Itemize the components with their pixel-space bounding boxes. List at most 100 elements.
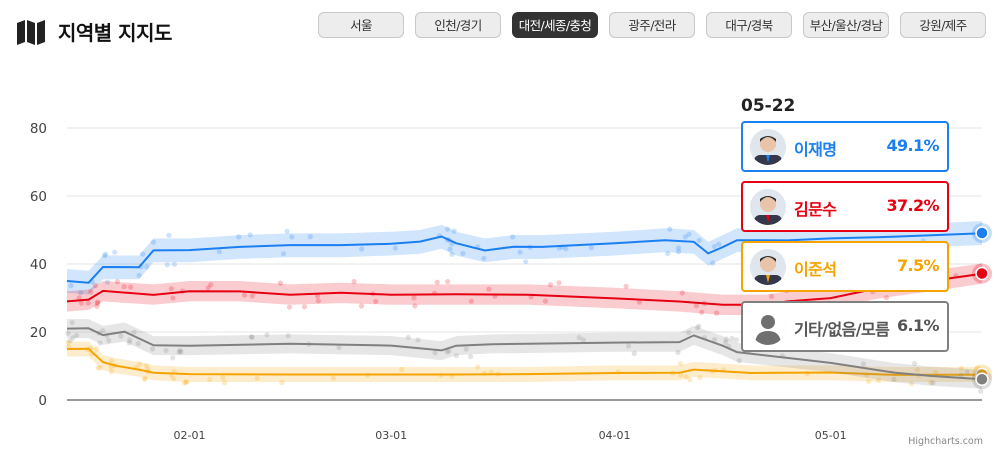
poll-point bbox=[330, 375, 336, 381]
poll-point bbox=[468, 298, 474, 304]
poll-point bbox=[102, 253, 108, 259]
poll-point bbox=[445, 279, 451, 285]
poll-point bbox=[281, 251, 287, 257]
poll-point bbox=[667, 226, 673, 232]
poll-point bbox=[247, 232, 253, 238]
poll-point bbox=[127, 337, 133, 343]
poll-point bbox=[207, 376, 213, 382]
poll-point bbox=[94, 346, 100, 352]
poll-point bbox=[449, 251, 455, 257]
poll-point bbox=[74, 332, 80, 338]
poll-point bbox=[264, 332, 270, 338]
poll-point bbox=[106, 338, 112, 344]
poll-point bbox=[128, 284, 134, 290]
poll-point bbox=[108, 358, 114, 364]
poll-point bbox=[978, 388, 984, 394]
tooltip-card-2: 이준석 7.5% bbox=[741, 241, 949, 292]
poll-point bbox=[891, 376, 897, 382]
poll-point bbox=[78, 290, 84, 296]
poll-point bbox=[687, 377, 693, 383]
tooltip-card-1: 김문수 37.2% bbox=[741, 181, 949, 232]
poll-point bbox=[142, 375, 148, 381]
poll-point bbox=[373, 298, 379, 304]
poll-point bbox=[678, 372, 684, 378]
poll-point bbox=[249, 293, 255, 299]
poll-point bbox=[964, 369, 970, 375]
poll-point bbox=[126, 340, 132, 346]
poll-point bbox=[392, 245, 398, 251]
poll-point bbox=[693, 303, 700, 309]
tooltip-card-3: 기타/없음/모름 6.1% bbox=[741, 301, 949, 352]
tab-region-3[interactable]: 광주/전라 bbox=[609, 12, 695, 38]
poll-point bbox=[358, 303, 365, 309]
poll-point bbox=[510, 234, 516, 240]
poll-point bbox=[171, 376, 177, 382]
tab-region-0[interactable]: 서울 bbox=[318, 12, 404, 38]
tooltip-candidate-name: 이재명 bbox=[794, 140, 837, 159]
poll-point bbox=[205, 285, 211, 291]
poll-point bbox=[88, 289, 94, 295]
tooltip-candidate-name: 김문수 bbox=[794, 200, 837, 219]
poll-point bbox=[451, 228, 457, 234]
poll-point bbox=[636, 299, 643, 305]
tab-region-4[interactable]: 대구/경북 bbox=[706, 12, 792, 38]
poll-point bbox=[412, 303, 418, 309]
poll-point bbox=[481, 255, 487, 261]
poll-point bbox=[144, 264, 150, 270]
tab-region-1[interactable]: 인천/경기 bbox=[415, 12, 501, 38]
poll-point bbox=[94, 300, 101, 306]
poll-point bbox=[432, 350, 438, 356]
poll-point bbox=[171, 261, 177, 267]
poll-point bbox=[100, 328, 106, 334]
poll-point bbox=[415, 337, 421, 343]
poll-point bbox=[679, 290, 685, 296]
poll-point bbox=[137, 361, 143, 367]
poll-point bbox=[445, 226, 451, 232]
poll-point bbox=[176, 349, 182, 355]
poll-point bbox=[580, 337, 587, 343]
tab-region-6[interactable]: 강원/제주 bbox=[900, 12, 986, 38]
y-tick-label: 80 bbox=[30, 121, 47, 137]
poll-point bbox=[865, 378, 872, 384]
poll-point bbox=[542, 298, 549, 304]
poll-point bbox=[149, 346, 156, 352]
series-end-marker bbox=[975, 226, 989, 240]
poll-point bbox=[563, 246, 569, 252]
series-end-marker bbox=[975, 372, 989, 387]
poll-point bbox=[665, 250, 671, 257]
poll-point bbox=[710, 260, 716, 266]
x-tick-label: 02-01 bbox=[173, 429, 205, 442]
poll-point bbox=[677, 361, 684, 367]
tab-region-5[interactable]: 부산/울산/경남 bbox=[803, 12, 889, 38]
tab-region-2[interactable]: 대전/세종/충청 bbox=[512, 12, 598, 38]
poll-point bbox=[112, 249, 118, 255]
poll-point bbox=[315, 298, 321, 304]
poll-point bbox=[135, 340, 141, 347]
poll-point bbox=[523, 259, 529, 265]
poll-point bbox=[453, 353, 459, 359]
poll-point bbox=[467, 354, 474, 360]
poll-point bbox=[254, 375, 260, 381]
tooltip-candidate-name: 기타/없음/모름 bbox=[794, 320, 890, 339]
poll-point bbox=[216, 249, 222, 255]
poll-point bbox=[444, 349, 450, 355]
poll-point bbox=[576, 335, 582, 341]
poll-point bbox=[177, 347, 183, 353]
y-tick-label: 60 bbox=[30, 189, 47, 205]
highcharts-credit[interactable]: Highcharts.com bbox=[908, 436, 983, 447]
poll-point bbox=[103, 251, 109, 257]
poll-point bbox=[97, 365, 103, 371]
poll-point bbox=[909, 381, 915, 387]
poll-point bbox=[405, 334, 411, 340]
map-icon bbox=[17, 19, 45, 45]
poll-point bbox=[547, 282, 554, 288]
poll-point bbox=[286, 304, 293, 310]
poll-point bbox=[447, 246, 453, 252]
poll-point bbox=[683, 374, 689, 380]
poll-point bbox=[136, 272, 142, 278]
poll-point bbox=[183, 379, 189, 385]
candidate-avatar-icon bbox=[750, 249, 786, 285]
poll-point bbox=[108, 368, 115, 375]
poll-point bbox=[914, 367, 920, 373]
poll-point bbox=[463, 346, 469, 352]
